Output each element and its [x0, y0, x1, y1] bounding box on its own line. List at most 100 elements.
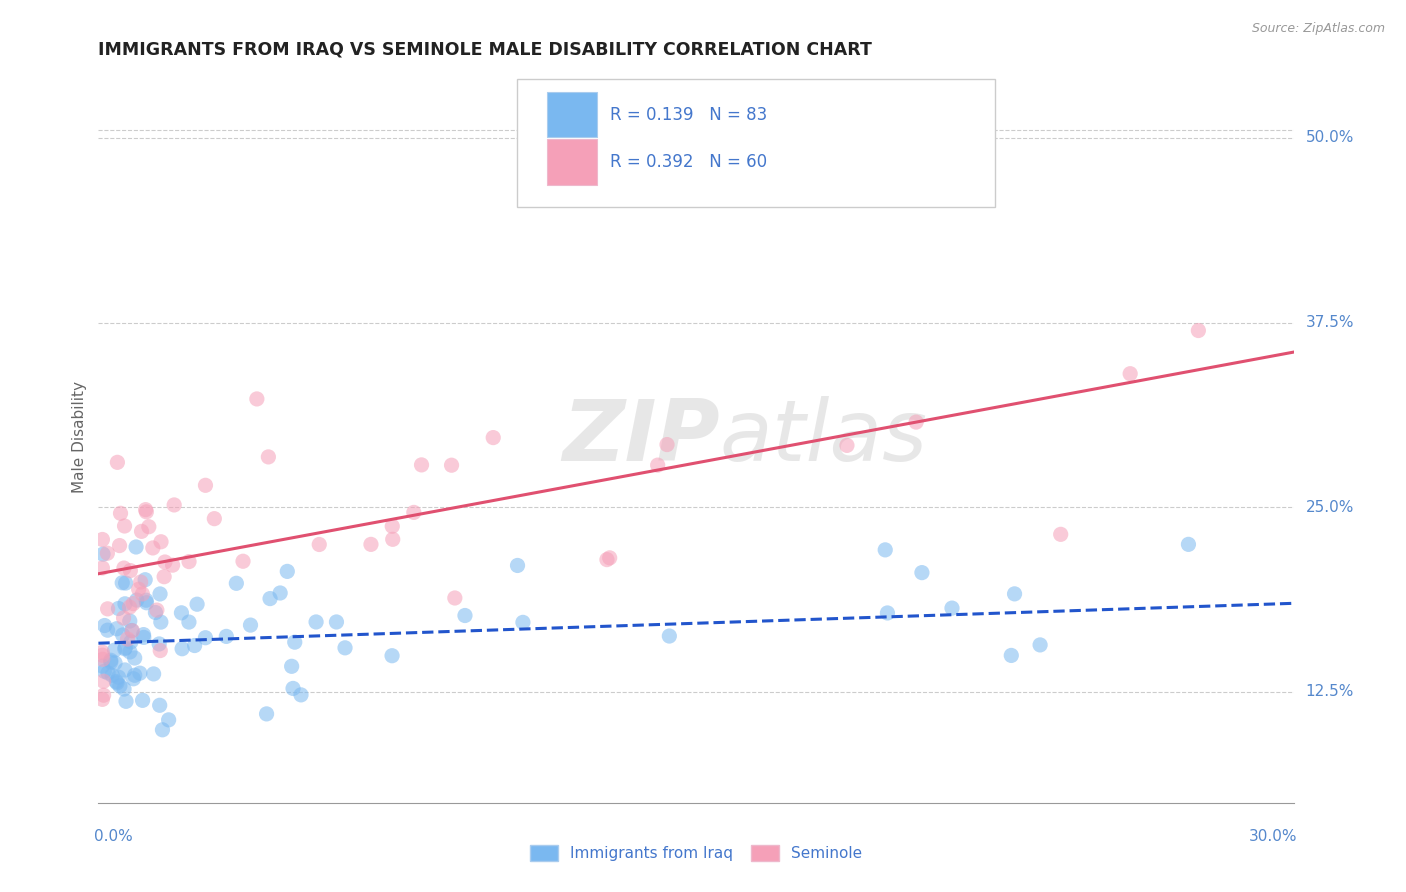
Text: 12.5%: 12.5%	[1306, 684, 1354, 699]
Point	[170, 606, 193, 620]
Point	[256, 706, 278, 721]
Point	[194, 631, 217, 645]
Point	[112, 611, 135, 625]
FancyBboxPatch shape	[517, 78, 995, 207]
Point	[117, 632, 139, 646]
Point	[107, 601, 129, 615]
Point	[149, 615, 172, 629]
Point	[157, 713, 180, 727]
Point	[202, 511, 225, 525]
Point	[105, 455, 128, 469]
Point	[381, 533, 404, 547]
Point	[360, 537, 382, 551]
Point	[153, 570, 176, 584]
Point	[225, 576, 247, 591]
Point	[108, 539, 131, 553]
Point	[122, 672, 145, 686]
Text: 25.0%: 25.0%	[1306, 500, 1354, 515]
Point	[239, 618, 262, 632]
Text: 37.5%: 37.5%	[1306, 315, 1354, 330]
Point	[115, 694, 138, 708]
Point	[290, 688, 312, 702]
Point	[132, 627, 155, 641]
Text: atlas: atlas	[720, 395, 928, 479]
Point	[402, 505, 425, 519]
Point	[91, 692, 114, 706]
Point	[257, 450, 280, 464]
Point	[512, 615, 534, 630]
Point	[120, 635, 142, 649]
Point	[105, 674, 128, 689]
Point	[177, 555, 200, 569]
Point	[149, 587, 172, 601]
Point	[325, 615, 347, 629]
Point	[134, 573, 156, 587]
Point	[1004, 587, 1026, 601]
Text: ZIP: ZIP	[562, 395, 720, 479]
Point	[145, 606, 167, 620]
Point	[104, 656, 127, 670]
Point	[91, 648, 114, 663]
Point	[114, 576, 136, 591]
Point	[122, 597, 145, 611]
Point	[215, 629, 238, 643]
Point	[142, 667, 165, 681]
Point	[131, 587, 153, 601]
Point	[110, 506, 132, 520]
Point	[1119, 367, 1142, 381]
Point	[96, 546, 118, 560]
Point	[91, 533, 114, 547]
Point	[482, 431, 505, 445]
Point	[284, 635, 307, 649]
Point	[1187, 324, 1209, 338]
Point	[149, 698, 172, 713]
Point	[135, 505, 157, 519]
Point	[108, 679, 131, 693]
Point	[107, 670, 129, 684]
Point	[128, 582, 150, 597]
Point	[454, 608, 477, 623]
Text: 0.0%: 0.0%	[94, 830, 134, 845]
Point	[381, 519, 404, 533]
Point	[506, 558, 529, 573]
Point	[135, 593, 157, 607]
Point	[655, 437, 678, 451]
Point	[146, 603, 169, 617]
Point	[142, 541, 165, 555]
Point	[114, 641, 136, 656]
Point	[124, 668, 146, 682]
Point	[111, 575, 134, 590]
Point	[333, 640, 356, 655]
Point	[183, 639, 205, 653]
Point	[97, 665, 120, 680]
FancyBboxPatch shape	[547, 92, 596, 137]
Point	[941, 601, 963, 615]
Point	[276, 565, 298, 579]
Point	[111, 628, 134, 642]
Point	[186, 597, 208, 611]
Point	[114, 519, 136, 533]
Point	[172, 641, 194, 656]
Point	[97, 602, 120, 616]
Point	[177, 615, 200, 629]
Point	[381, 648, 404, 663]
Point	[93, 688, 115, 702]
Point	[132, 631, 155, 645]
Text: 50.0%: 50.0%	[1306, 130, 1354, 145]
Text: R = 0.392   N = 60: R = 0.392 N = 60	[610, 153, 768, 171]
Point	[125, 593, 148, 607]
Point	[259, 591, 281, 606]
Point	[308, 537, 330, 551]
Point	[280, 659, 302, 673]
Point	[118, 614, 141, 628]
Point	[281, 681, 304, 696]
Point	[152, 723, 174, 737]
Point	[905, 415, 928, 429]
Point	[911, 566, 934, 580]
Point	[112, 561, 135, 575]
Point	[162, 558, 184, 573]
Point	[443, 591, 465, 605]
Point	[305, 615, 328, 629]
Point	[120, 564, 142, 578]
Point	[93, 618, 115, 632]
